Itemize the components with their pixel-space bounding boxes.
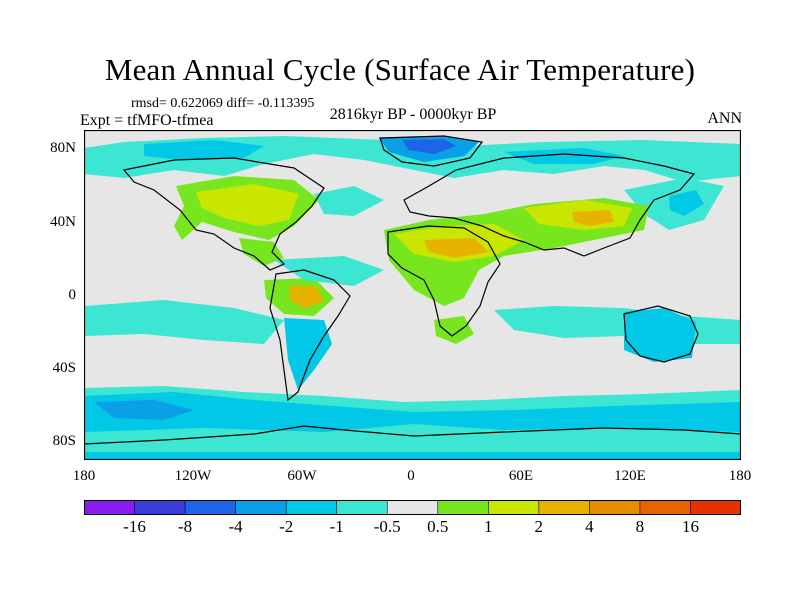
colorbar-label: 4 [585, 517, 594, 536]
colorbar-swatch [84, 500, 136, 515]
colorbar-swatch [285, 500, 338, 515]
north-america-warmer [196, 184, 299, 226]
coastline-africa [387, 225, 501, 337]
colorbar-swatch [235, 500, 287, 515]
colorbar-label: -2 [279, 517, 294, 536]
lon-label-0: 0 [407, 468, 415, 484]
colorbar-swatch [386, 500, 439, 515]
colorbar-label: 0.5 [427, 517, 449, 536]
lat-label-40s: 40S [52, 360, 76, 376]
colorbar [84, 500, 741, 515]
lat-label-0: 0 [68, 287, 77, 303]
southern-africa-warm [434, 316, 474, 344]
australia-cool [624, 308, 696, 362]
experiment-label: Expt = tfMFO-tfmea [80, 112, 214, 129]
southern-ocean-coldest [94, 400, 194, 420]
coastline-antarctica [84, 425, 741, 445]
lon-label-60e: 60E [508, 468, 534, 484]
tropical-atlantic-cool [274, 256, 384, 286]
central-asia-hot [572, 210, 614, 226]
lon-label-60w: 60W [287, 468, 317, 484]
coastline-eurasia [403, 153, 696, 257]
lat-label-80n: 80N [50, 140, 76, 156]
lat-label-40n: 40N [50, 214, 76, 230]
eastern-pacific-cool [84, 300, 284, 344]
lat-label-80s: 80S [52, 433, 76, 449]
south-america-cool [284, 318, 332, 390]
season-label: ANN [707, 110, 742, 127]
plot-title: Mean Annual Cycle (Surface Air Temperatu… [104, 52, 696, 87]
colorbar-swatch [437, 500, 490, 515]
colorbar-swatch [538, 500, 591, 515]
anomaly-map [84, 130, 741, 460]
siberia-cool [504, 148, 624, 164]
pacific-north-cooler [669, 190, 704, 216]
lon-label-120e: 120E [614, 468, 646, 484]
colorbar-label: 2 [534, 517, 544, 536]
greenland-cold [402, 139, 456, 154]
arctic-cooler-patch [144, 140, 264, 160]
period-label: 2816kyr BP - 0000kyr BP [329, 106, 497, 123]
central-america-warm [239, 238, 284, 266]
colorbar-label: -0.5 [373, 517, 401, 536]
sahara-hot [424, 238, 489, 258]
colorbar-swatch [639, 500, 692, 515]
south-america-warmer [289, 286, 324, 308]
coastline-south-america [269, 269, 351, 402]
coastline-north-america [122, 157, 325, 271]
colorbar-swatch [134, 500, 186, 515]
atlantic-north-cool [314, 186, 384, 216]
colorbar-swatch [690, 500, 741, 515]
colorbar-swatch [336, 500, 389, 515]
antarctic-light [84, 424, 741, 452]
colorbar-label: -16 [123, 517, 146, 536]
lon-label-180e: 180 [728, 468, 752, 484]
colorbar-swatch [184, 500, 237, 515]
coastline-australia [623, 305, 699, 363]
colorbar-label: 8 [635, 517, 645, 536]
colorbar-label: -4 [228, 517, 243, 536]
stats-text: rmsd= 0.622069 diff= -0.113395 [131, 96, 315, 111]
lon-label-120w: 120W [174, 468, 212, 484]
map-frame [84, 130, 741, 460]
colorbar-swatch [488, 500, 540, 515]
lon-label-180w: 180 [72, 468, 96, 484]
colorbar-label: -1 [329, 517, 344, 536]
colorbar-swatch [589, 500, 641, 515]
colorbar-label: 1 [484, 517, 493, 536]
coastline-greenland [379, 135, 484, 167]
colorbar-label: -8 [178, 517, 193, 536]
coastlines [84, 135, 741, 445]
colorbar-label: 16 [682, 517, 699, 536]
